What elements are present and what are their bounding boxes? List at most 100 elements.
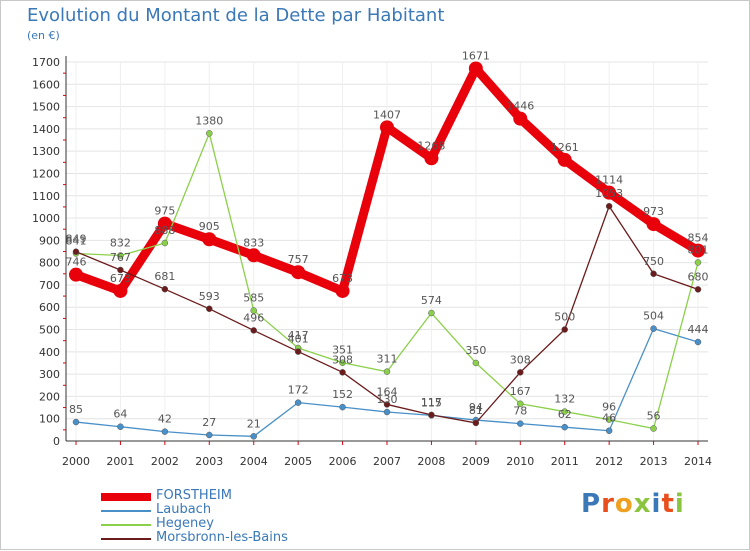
data-label-forstheim: 975 <box>154 205 175 218</box>
data-point-forstheim <box>646 217 661 232</box>
chart-unit: (en €) <box>27 29 60 42</box>
legend-item-hegeney: Hegeney <box>101 516 401 532</box>
x-tick-label: 2002 <box>151 455 179 468</box>
data-point-morsbronn-les-bains <box>339 369 346 376</box>
data-point-forstheim <box>157 216 172 231</box>
chart-title: Evolution du Montant de la Dette par Hab… <box>27 5 445 26</box>
data-label-laubach: 444 <box>688 323 709 336</box>
data-label-morsbronn-les-bains: 496 <box>243 311 264 324</box>
data-label-forstheim: 1261 <box>551 141 579 154</box>
y-tick-label: 500 <box>39 324 60 337</box>
data-label-morsbronn-les-bains: 593 <box>199 290 220 303</box>
data-label-hegeney: 96 <box>602 401 616 414</box>
legend-swatch-forstheim <box>101 493 151 501</box>
data-point-forstheim <box>691 243 705 258</box>
data-label-hegeney: 841 <box>66 235 87 248</box>
x-tick-label: 2011 <box>551 455 579 468</box>
data-label-forstheim: 1407 <box>373 108 401 121</box>
data-label-laubach: 46 <box>602 412 616 425</box>
data-point-morsbronn-les-bains <box>383 401 391 408</box>
data-label-forstheim: 905 <box>199 220 220 233</box>
data-point-morsbronn-les-bains <box>117 266 124 274</box>
data-point-morsbronn-les-bains <box>650 270 657 278</box>
data-label-hegeney: 132 <box>554 393 575 406</box>
data-label-hegeney: 350 <box>465 344 486 357</box>
data-point-laubach <box>250 433 257 440</box>
data-label-laubach: 130 <box>377 393 398 406</box>
data-point-laubach <box>294 399 302 406</box>
data-point-laubach <box>117 423 124 430</box>
data-point-laubach <box>72 418 80 426</box>
data-point-morsbronn-les-bains <box>472 419 480 427</box>
data-point-morsbronn-les-bains <box>517 369 524 376</box>
data-point-morsbronn-les-bains <box>605 202 613 210</box>
legend-item-laubach: Laubach <box>101 502 401 518</box>
data-label-forstheim: 746 <box>66 256 87 269</box>
data-label-morsbronn-les-bains: 308 <box>332 353 353 366</box>
y-tick-label: 600 <box>39 301 60 314</box>
data-point-forstheim <box>291 265 306 280</box>
data-point-forstheim <box>468 61 483 76</box>
data-label-laubach: 21 <box>247 417 261 430</box>
y-tick-label: 300 <box>39 368 60 381</box>
data-point-hegeney <box>206 130 213 137</box>
legend-swatch-morsbronn <box>101 538 151 540</box>
data-label-laubach: 64 <box>113 408 127 421</box>
data-point-forstheim <box>513 111 528 126</box>
data-label-laubach: 152 <box>332 388 353 401</box>
data-point-forstheim <box>246 248 261 263</box>
data-label-hegeney: 311 <box>377 353 398 366</box>
data-point-forstheim <box>69 267 83 282</box>
x-tick-label: 2000 <box>62 455 90 468</box>
data-point-forstheim <box>602 185 617 200</box>
data-point-forstheim <box>424 151 439 166</box>
data-label-forstheim: 1446 <box>506 100 534 113</box>
data-label-forstheim: 973 <box>643 205 664 218</box>
x-tick-label: 2012 <box>595 455 623 468</box>
data-point-hegeney <box>605 416 613 423</box>
data-point-morsbronn-les-bains <box>561 326 568 333</box>
data-label-morsbronn-les-bains: 849 <box>66 233 87 246</box>
data-label-morsbronn-les-bains: 500 <box>554 311 575 324</box>
data-label-forstheim: 854 <box>688 232 709 245</box>
y-tick-label: 1700 <box>32 56 60 69</box>
legend-label-forstheim: FORSTHEIM <box>156 488 232 503</box>
x-tick-label: 2006 <box>329 455 357 468</box>
data-label-forstheim: 1114 <box>595 174 623 187</box>
data-point-hegeney <box>339 359 346 366</box>
data-label-hegeney: 888 <box>154 224 175 237</box>
data-label-forstheim: 1268 <box>417 139 445 152</box>
data-label-morsbronn-les-bains: 81 <box>469 404 483 417</box>
data-label-laubach: 85 <box>69 403 83 416</box>
y-tick-label: 1600 <box>32 78 60 91</box>
x-tick-label: 2009 <box>462 455 490 468</box>
data-label-morsbronn-les-bains: 767 <box>110 251 131 264</box>
data-label-forstheim: 757 <box>288 253 309 266</box>
data-label-hegeney: 56 <box>647 410 661 423</box>
data-point-laubach <box>383 408 391 416</box>
data-point-laubach <box>339 403 346 411</box>
data-label-laubach: 27 <box>202 416 216 429</box>
legend-swatch-hegeney <box>101 524 151 526</box>
data-label-laubach: 62 <box>558 408 572 421</box>
data-label-morsbronn-les-bains: 681 <box>154 270 175 283</box>
x-tick-label: 2013 <box>640 455 668 468</box>
x-tick-label: 2003 <box>195 455 223 468</box>
data-label-hegeney: 832 <box>110 237 131 250</box>
x-tick-label: 2004 <box>240 455 268 468</box>
data-point-forstheim <box>335 283 350 298</box>
x-tick-label: 2010 <box>506 455 534 468</box>
data-point-hegeney <box>383 368 391 375</box>
data-point-hegeney <box>561 408 568 415</box>
legend-label-morsbronn: Morsbronn-les-Bains <box>156 530 288 545</box>
y-tick-label: 800 <box>39 257 60 270</box>
data-point-hegeney <box>472 359 480 367</box>
data-point-laubach <box>650 325 657 332</box>
data-label-hegeney: 167 <box>510 385 531 398</box>
legend-item-morsbronn: Morsbronn-les-Bains <box>101 530 401 546</box>
y-tick-label: 1300 <box>32 145 60 158</box>
data-label-laubach: 42 <box>158 413 172 426</box>
data-label-hegeney: 1380 <box>195 114 223 127</box>
